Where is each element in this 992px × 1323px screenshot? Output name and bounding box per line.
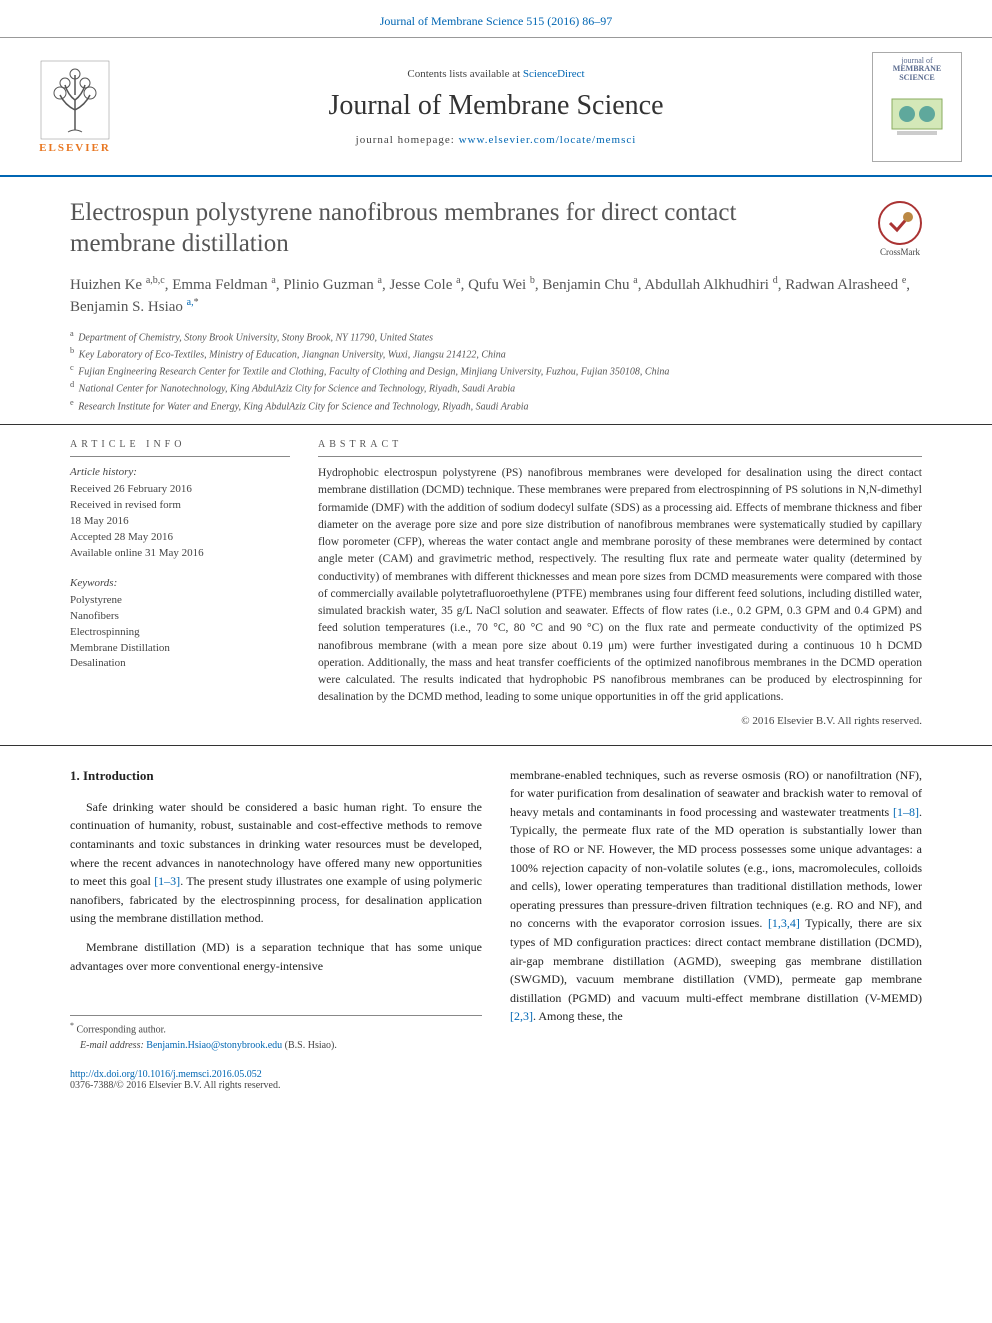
abstract-label: abstract xyxy=(318,439,922,457)
crossmark-badge[interactable]: CrossMark xyxy=(878,201,922,257)
doi-link[interactable]: http://dx.doi.org/10.1016/j.memsci.2016.… xyxy=(70,1069,262,1080)
keyword: Nanofibers xyxy=(70,609,290,625)
keywords-label: Keywords: xyxy=(70,576,290,592)
masthead: ELSEVIER Contents lists available at Sci… xyxy=(0,37,992,177)
section-heading-1: 1. Introduction xyxy=(70,766,482,786)
citation-link[interactable]: [1–8] xyxy=(893,805,919,819)
crossmark-icon xyxy=(878,201,922,245)
topbar: Journal of Membrane Science 515 (2016) 8… xyxy=(0,0,992,37)
publisher-name: ELSEVIER xyxy=(39,142,111,154)
email-label: E-mail address: xyxy=(80,1040,146,1051)
sciencedirect-link[interactable]: ScienceDirect xyxy=(523,68,585,80)
body-para: Safe drinking water should be considered… xyxy=(70,798,482,928)
footer: http://dx.doi.org/10.1016/j.memsci.2016.… xyxy=(0,1063,992,1121)
author-list: Huizhen Ke a,b,c, Emma Feldman a, Plinio… xyxy=(70,274,922,318)
keyword: Polystyrene xyxy=(70,593,290,609)
history-line: 18 May 2016 xyxy=(70,514,290,530)
keyword: Membrane Distillation xyxy=(70,641,290,657)
affiliation: a Department of Chemistry, Stony Brook U… xyxy=(70,328,922,345)
cover-line-2: MEMBRANE xyxy=(893,64,941,73)
history-line: Accepted 28 May 2016 xyxy=(70,530,290,546)
affiliation: b Key Laboratory of Eco-Textiles, Minist… xyxy=(70,345,922,362)
article-head: CrossMark Electrospun polystyrene nanofi… xyxy=(0,177,992,425)
journal-ref-link[interactable]: Journal of Membrane Science 515 (2016) 8… xyxy=(380,14,613,28)
keywords-block: Keywords: PolystyreneNanofibersElectrosp… xyxy=(70,576,290,673)
affiliation: d National Center for Nanotechnology, Ki… xyxy=(70,379,922,396)
keyword: Electrospinning xyxy=(70,625,290,641)
body-col-right: membrane-enabled techniques, such as rev… xyxy=(510,766,922,1054)
cover-line-1: journal of xyxy=(901,56,932,65)
body-para: Membrane distillation (MD) is a separati… xyxy=(70,938,482,975)
homepage-prefix: journal homepage: xyxy=(356,134,459,146)
body-columns: 1. Introduction Safe drinking water shou… xyxy=(0,746,992,1064)
abstract-copyright: © 2016 Elsevier B.V. All rights reserved… xyxy=(318,715,922,727)
meta-abstract-row: article info Article history: Received 2… xyxy=(0,425,992,746)
affiliation: e Research Institute for Water and Energ… xyxy=(70,397,922,414)
history-block: Article history: Received 26 February 20… xyxy=(70,465,290,562)
email-line: E-mail address: Benjamin.Hsiao@stonybroo… xyxy=(70,1038,482,1054)
corr-text: Corresponding author. xyxy=(77,1024,166,1035)
footnote-block: * Corresponding author. E-mail address: … xyxy=(70,1015,482,1053)
history-label: Article history: xyxy=(70,465,290,481)
article-info-label: article info xyxy=(70,439,290,457)
homepage-link[interactable]: www.elsevier.com/locate/memsci xyxy=(459,134,637,146)
email-link[interactable]: Benjamin.Hsiao@stonybrook.edu xyxy=(146,1040,282,1051)
history-line: Available online 31 May 2016 xyxy=(70,546,290,562)
cover-line-3: SCIENCE xyxy=(899,73,935,82)
cover-art-icon xyxy=(882,89,952,139)
journal-cover: journal of MEMBRANE SCIENCE xyxy=(872,52,962,162)
elsevier-logo: ELSEVIER xyxy=(30,60,120,154)
citation-link[interactable]: [1–3] xyxy=(154,874,180,888)
body-col-left: 1. Introduction Safe drinking water shou… xyxy=(70,766,482,1054)
affiliation: c Fujian Engineering Research Center for… xyxy=(70,362,922,379)
masthead-center: Contents lists available at ScienceDirec… xyxy=(120,68,872,146)
keyword: Desalination xyxy=(70,656,290,672)
citation-link[interactable]: [2,3] xyxy=(510,1009,533,1023)
article-title: Electrospun polystyrene nanofibrous memb… xyxy=(70,197,922,260)
journal-title: Journal of Membrane Science xyxy=(130,90,862,122)
contents-prefix: Contents lists available at xyxy=(407,68,522,80)
elsevier-tree-icon xyxy=(40,60,110,140)
affiliation-list: a Department of Chemistry, Stony Brook U… xyxy=(70,328,922,415)
cover-text: journal of MEMBRANE SCIENCE xyxy=(893,57,941,83)
citation-link[interactable]: [1,3,4] xyxy=(768,916,800,930)
body-para: membrane-enabled techniques, such as rev… xyxy=(510,766,922,1026)
crossmark-label: CrossMark xyxy=(878,247,922,257)
abstract-text: Hydrophobic electrospun polystyrene (PS)… xyxy=(318,465,922,707)
homepage-line: journal homepage: www.elsevier.com/locat… xyxy=(130,134,862,146)
abstract-col: abstract Hydrophobic electrospun polysty… xyxy=(318,439,922,727)
email-suffix: (B.S. Hsiao). xyxy=(282,1040,337,1051)
corresponding-note: * Corresponding author. xyxy=(70,1020,482,1038)
article-info-col: article info Article history: Received 2… xyxy=(70,439,290,727)
issn-line: 0376-7388/© 2016 Elsevier B.V. All right… xyxy=(70,1080,280,1091)
contents-line: Contents lists available at ScienceDirec… xyxy=(130,68,862,80)
history-line: Received in revised form xyxy=(70,498,290,514)
history-line: Received 26 February 2016 xyxy=(70,482,290,498)
